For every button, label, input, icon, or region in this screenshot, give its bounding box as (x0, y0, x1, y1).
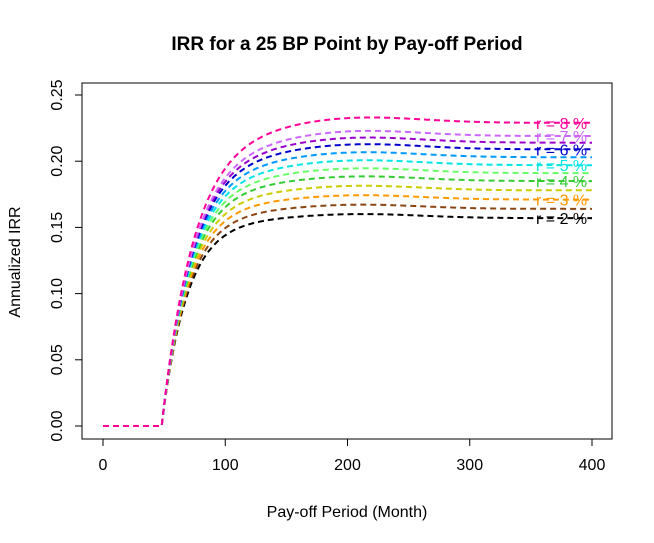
y-tick-label: 0.25 (49, 79, 66, 110)
y-tick-label: 0.20 (49, 146, 66, 177)
series-label: r = 6 % (536, 142, 587, 159)
series-label: r = 4 % (536, 174, 587, 191)
chart-title: IRR for a 25 BP Point by Pay-off Period (171, 34, 522, 55)
x-tick-label: 200 (334, 457, 361, 474)
x-tick-label: 100 (212, 457, 239, 474)
series-label: r = 5 % (536, 158, 587, 175)
series-lines (103, 116, 592, 427)
y-tick-label: 0.10 (49, 278, 66, 309)
x-tick-label: 0 (99, 457, 108, 474)
series-line (103, 136, 592, 427)
y-tick-label: 0.15 (49, 212, 66, 243)
y-axis: 0.00 0.05 0.10 0.15 0.20 0.25 (49, 79, 83, 442)
plot-box (81, 82, 613, 440)
x-axis-label: Pay-off Period (Month) (267, 504, 428, 521)
series-line (103, 129, 592, 427)
series-line (103, 194, 592, 427)
y-axis-label: Annualized IRR (7, 206, 24, 317)
series-line (103, 159, 592, 427)
series-labels: r = 2 %r = 3 % r = 4 %r = 5 %r = 6 %r = 7… (536, 116, 587, 228)
series-line (103, 143, 592, 427)
series-line (103, 175, 592, 427)
series-label: r = 3 % (536, 193, 587, 210)
x-tick-label: 400 (579, 457, 606, 474)
series-line (103, 203, 592, 427)
series-label: r = 2 % (536, 211, 587, 228)
series-label: r = 7 % (536, 129, 587, 146)
series-line (103, 167, 592, 427)
series-line (103, 184, 592, 427)
series-label: r = 8 % (536, 116, 587, 133)
x-tick-label: 300 (456, 457, 483, 474)
series-line (103, 213, 592, 427)
y-tick-label: 0.05 (49, 344, 66, 375)
series-line (103, 116, 592, 427)
series-line (103, 151, 592, 427)
y-tick-label: 0.00 (49, 410, 66, 441)
x-axis: 0 100 200 300 400 (99, 438, 606, 474)
